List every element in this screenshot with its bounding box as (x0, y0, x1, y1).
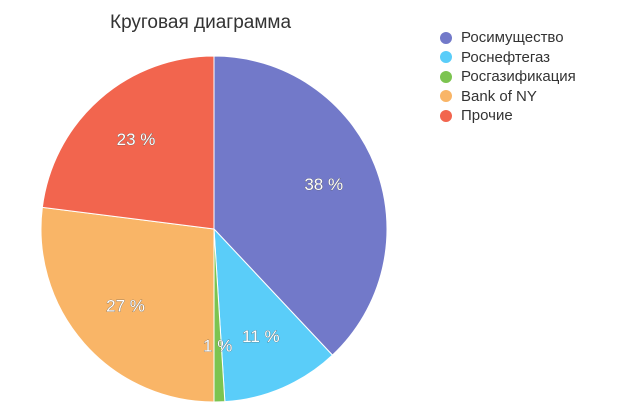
pie-slice-5[interactable] (41, 55, 215, 230)
legend-item[interactable]: Росимущество (440, 28, 576, 48)
legend-item[interactable]: Прочие (440, 106, 576, 126)
chart-title: Круговая диаграмма (110, 12, 292, 33)
legend-swatch (440, 109, 452, 122)
legend-label: Росимущество (461, 29, 564, 47)
slice-value-label: 27 % (106, 296, 145, 315)
pie-slice-2[interactable] (213, 227, 334, 403)
legend: Росимущество Роснефтегаз Росгазификация … (440, 28, 576, 126)
legend-label: Прочие (461, 107, 513, 125)
legend-swatch (440, 31, 452, 44)
slice-value-label: 11 % (242, 327, 280, 346)
legend-label: Bank of NY (461, 87, 537, 105)
pie-slice-4[interactable] (40, 206, 215, 403)
legend-swatch (440, 51, 452, 64)
slice-value-label: 1 % (203, 336, 232, 355)
legend-swatch (440, 70, 452, 83)
legend-label: Роснефтегаз (461, 48, 551, 66)
pie-slice-1[interactable] (213, 55, 388, 356)
legend-label: Росгазификация (461, 68, 576, 86)
slice-value-label: 23 % (117, 130, 156, 149)
legend-item[interactable]: Роснефтегаз (440, 48, 576, 68)
legend-swatch (440, 90, 452, 103)
slice-value-label: 38 % (304, 175, 343, 194)
pie-slices (40, 55, 388, 403)
legend-item[interactable]: Bank of NY (440, 87, 576, 107)
pie-labels: 38 % 11 % 1 % 27 % 23 % (106, 130, 344, 356)
legend-item[interactable]: Росгазификация (440, 67, 576, 87)
